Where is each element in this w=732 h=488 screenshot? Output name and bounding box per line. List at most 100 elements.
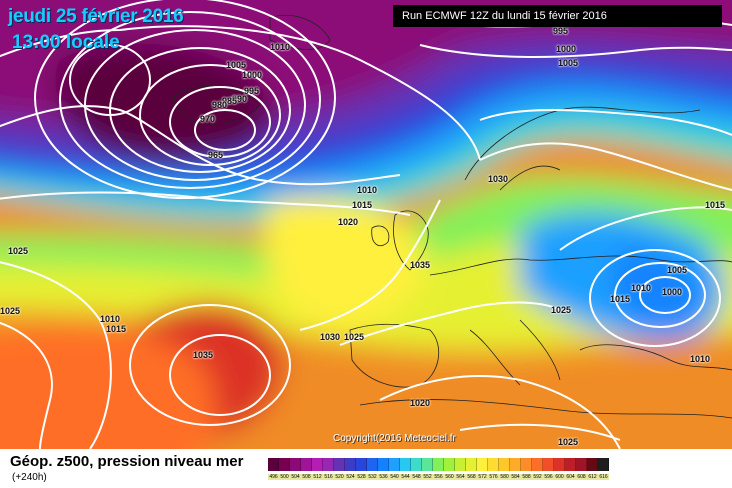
isobar-label: 1020 — [410, 398, 431, 408]
forecast-lead-time: (+240h) — [12, 472, 47, 483]
isobar-label: 980 — [212, 100, 228, 110]
scale-label: 588 — [521, 474, 532, 480]
scale-swatch — [367, 458, 378, 471]
color-scale — [268, 458, 609, 471]
scale-swatch — [499, 458, 510, 471]
scale-label: 536 — [378, 474, 389, 480]
scale-swatch — [378, 458, 389, 471]
isobar-label: 1015 — [705, 200, 726, 210]
scale-swatch — [488, 458, 499, 471]
isobar-label: 1025 — [8, 246, 29, 256]
isobar-label: 1030 — [320, 332, 341, 342]
scale-label: 616 — [598, 474, 609, 480]
scale-label: 508 — [301, 474, 312, 480]
isobar-label: 1015 — [106, 324, 127, 334]
scale-swatch — [323, 458, 334, 471]
isobar-label: 1005 — [667, 265, 688, 275]
isobar-label: 1010 — [100, 314, 121, 324]
scale-swatch — [389, 458, 400, 471]
scale-label: 608 — [576, 474, 587, 480]
scale-swatch — [576, 458, 587, 471]
scale-swatch — [334, 458, 345, 471]
scale-label: 556 — [433, 474, 444, 480]
scale-swatch — [587, 458, 598, 471]
scale-label: 560 — [444, 474, 455, 480]
model-run-label: Run ECMWF 12Z du lundi 15 février 2016 — [393, 5, 722, 27]
scale-label: 580 — [499, 474, 510, 480]
isobar-label: 1000 — [242, 70, 263, 80]
scale-swatch — [312, 458, 323, 471]
legend-footer: Géop. z500, pression niveau mer (+240h) … — [0, 449, 732, 488]
scale-label: 504 — [290, 474, 301, 480]
map-graphic — [0, 0, 732, 449]
forecast-time: 13:00 locale — [12, 32, 120, 53]
scale-swatch — [510, 458, 521, 471]
scale-swatch — [466, 458, 477, 471]
isobar-label: 1000 — [556, 44, 577, 54]
scale-swatch — [356, 458, 367, 471]
forecast-date: jeudi 25 février 2016 — [8, 6, 184, 27]
isobar-label: 1025 — [0, 306, 21, 316]
isobar-label: 1035 — [193, 350, 214, 360]
scale-label: 512 — [312, 474, 323, 480]
scale-label: 524 — [345, 474, 356, 480]
isobar-label: 1025 — [344, 332, 365, 342]
scale-swatch — [444, 458, 455, 471]
weather-map: 1010 995 1000 1005 1005 1000 995 990 985… — [0, 0, 732, 449]
scale-label: 584 — [510, 474, 521, 480]
isobar-label: 1025 — [558, 437, 579, 447]
map-title: Géop. z500, pression niveau mer — [10, 453, 244, 470]
scale-swatch — [411, 458, 422, 471]
scale-swatch — [554, 458, 565, 471]
isobar-label: 1030 — [488, 174, 509, 184]
scale-label: 604 — [565, 474, 576, 480]
isobar-label: 995 — [553, 26, 569, 36]
scale-label: 496 — [268, 474, 279, 480]
scale-label: 528 — [356, 474, 367, 480]
scale-swatch — [477, 458, 488, 471]
scale-label: 596 — [543, 474, 554, 480]
scale-label: 544 — [400, 474, 411, 480]
scale-swatch — [268, 458, 279, 471]
scale-label: 572 — [477, 474, 488, 480]
isobar-label: 1025 — [551, 305, 572, 315]
scale-label: 564 — [455, 474, 466, 480]
scale-label: 612 — [587, 474, 598, 480]
isobar-label: 1010 — [631, 283, 652, 293]
scale-label: 516 — [323, 474, 334, 480]
scale-label: 576 — [488, 474, 499, 480]
color-scale-labels: 496 500 504 508 512 516 520 524 528 532 536 540 544 5… — [268, 474, 609, 480]
scale-swatch — [290, 458, 301, 471]
scale-label: 532 — [367, 474, 378, 480]
isobar-label: 1015 — [352, 200, 373, 210]
scale-swatch — [422, 458, 433, 471]
isobar-label: 1010 — [690, 354, 711, 364]
isobar-label: 985 — [222, 96, 238, 106]
scale-swatch — [565, 458, 576, 471]
scale-swatch — [345, 458, 356, 471]
copyright-text: Copyright(2016 Meteociel.fr — [333, 433, 456, 444]
scale-swatch — [532, 458, 543, 471]
isobar-label: 1005 — [558, 58, 579, 68]
isobars — [0, 0, 732, 449]
scale-label: 592 — [532, 474, 543, 480]
isobar-label: 990 — [232, 94, 248, 104]
scale-label: 552 — [422, 474, 433, 480]
scale-label: 520 — [334, 474, 345, 480]
isobar-label: 1010 — [357, 185, 378, 195]
isobar-label: 965 — [208, 150, 224, 160]
isobar-label: 1015 — [610, 294, 631, 304]
isobar-label: 1020 — [338, 217, 359, 227]
isobar-label: 1010 — [270, 42, 291, 52]
scale-label: 568 — [466, 474, 477, 480]
scale-swatch — [433, 458, 444, 471]
scale-swatch — [301, 458, 312, 471]
scale-swatch — [598, 458, 609, 471]
isobar-label: 1005 — [226, 60, 247, 70]
scale-label: 548 — [411, 474, 422, 480]
isobar-label: 1035 — [410, 260, 431, 270]
isobar-label: 1000 — [662, 287, 683, 297]
scale-swatch — [455, 458, 466, 471]
scale-label: 500 — [279, 474, 290, 480]
